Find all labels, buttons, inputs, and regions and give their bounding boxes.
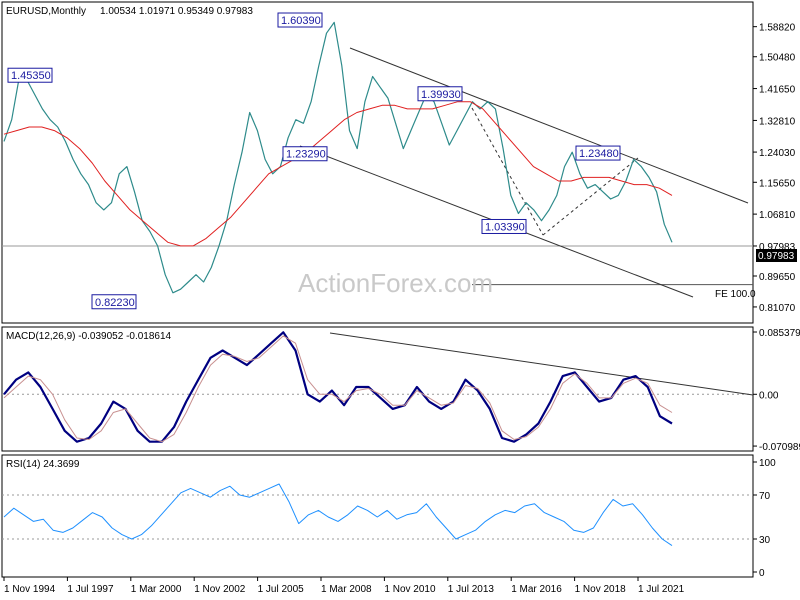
price-callout-box (91, 294, 137, 310)
y-tick-label: 30 (759, 535, 771, 546)
x-tick-label: 1 Mar 2000 (131, 584, 182, 595)
price-callout-label: 1.03390 (485, 221, 525, 233)
y-axis-labels: 0.81070 0.89650 0.97983 1.06810 1.15650 1.240… (753, 23, 800, 579)
x-tick-label: 1 Mar 2008 (321, 584, 372, 595)
y-tick-label: 1.24030 (759, 148, 796, 159)
x-axis-labels: 1 Nov 1994 1 Jul 1997 1 Mar 2000 1 Nov 2002… (3, 577, 685, 595)
price-callout-box (277, 12, 323, 28)
y-tick-label: 70 (759, 491, 771, 502)
price-title: EURUSD,Monthly 1.00534 1.01971 0.95349 0… (6, 6, 253, 17)
price-panel-frame (1, 1, 754, 324)
y-tick-label: 1.50480 (759, 53, 796, 64)
price-callout-label: 1.23480 (579, 148, 619, 160)
y-tick-label: 1.58820 (759, 23, 796, 34)
y-tick-label: 100 (759, 458, 776, 469)
y-tick-label: 1.41650 (759, 85, 796, 96)
x-tick-label: 1 Nov 2010 (384, 584, 436, 595)
price-callout-label: 1.39930 (421, 89, 461, 101)
price-callout-box (7, 67, 53, 83)
trend-line (329, 332, 754, 396)
price-callout-box (417, 86, 463, 102)
series-line (3, 483, 673, 547)
y-tick-label: 0.97983 (759, 242, 796, 253)
fe-label: FE 100.0 (715, 289, 756, 300)
y-tick-label: 0.89650 (759, 272, 796, 283)
price-title-label: EURUSD,Monthly (6, 6, 86, 17)
chart-series (3, 21, 673, 547)
trend-line (542, 157, 639, 236)
macd-title: MACD(12,26,9) -0.039052 -0.018614 (6, 331, 172, 342)
x-tick-label: 1 Mar 2016 (511, 584, 562, 595)
y-tick-label: 1.06810 (759, 210, 796, 221)
x-tick-label: 1 Nov 2018 (575, 584, 627, 595)
price-callout-box (282, 146, 328, 162)
series-line (3, 335, 673, 443)
current-price-label: 0.97983 (758, 251, 795, 262)
y-tick-label: 0.81070 (759, 303, 796, 314)
y-tick-label: 1.15650 (759, 178, 796, 189)
price-callout-label: 1.60390 (281, 15, 321, 27)
series-line (3, 101, 673, 247)
price-ohlc: 1.00534 1.01971 0.95349 0.97983 (100, 6, 253, 17)
x-tick-label: 1 Jul 1997 (67, 584, 114, 595)
trend-line (471, 107, 544, 236)
x-tick-label: 1 Nov 2002 (194, 584, 246, 595)
x-tick-label: 1 Jul 2013 (448, 584, 495, 595)
rsi-panel-frame (1, 454, 754, 578)
watermark: ActionForex.com (298, 268, 493, 298)
y-tick-label: 0.00 (759, 390, 779, 401)
x-tick-label: 1 Jul 2005 (258, 584, 305, 595)
rsi-title: RSI(14) 24.3699 (6, 459, 80, 470)
price-callout-label: 1.45350 (11, 70, 51, 82)
y-tick-label: 0 (759, 568, 765, 579)
current-price-box-bg (756, 249, 797, 262)
price-callouts: 1.45350 0.82230 1.60390 1.23290 1.39930 1.033… (7, 12, 621, 310)
macd-panel-frame (1, 326, 754, 452)
current-price-box: 0.97983 (756, 249, 797, 262)
price-callout-label: 0.82230 (95, 297, 135, 309)
y-tick-label: 0.085379 (759, 328, 800, 339)
price-callout-box (481, 218, 527, 234)
y-tick-label: 1.32810 (759, 116, 796, 127)
x-tick-label: 1 Jul 2021 (638, 584, 685, 595)
price-callout-box (575, 145, 621, 161)
trend-line (349, 47, 749, 204)
y-tick-label: -0.070989 (759, 442, 800, 453)
x-tick-label: 1 Nov 1994 (4, 584, 56, 595)
price-callout-label: 1.23290 (286, 149, 326, 161)
